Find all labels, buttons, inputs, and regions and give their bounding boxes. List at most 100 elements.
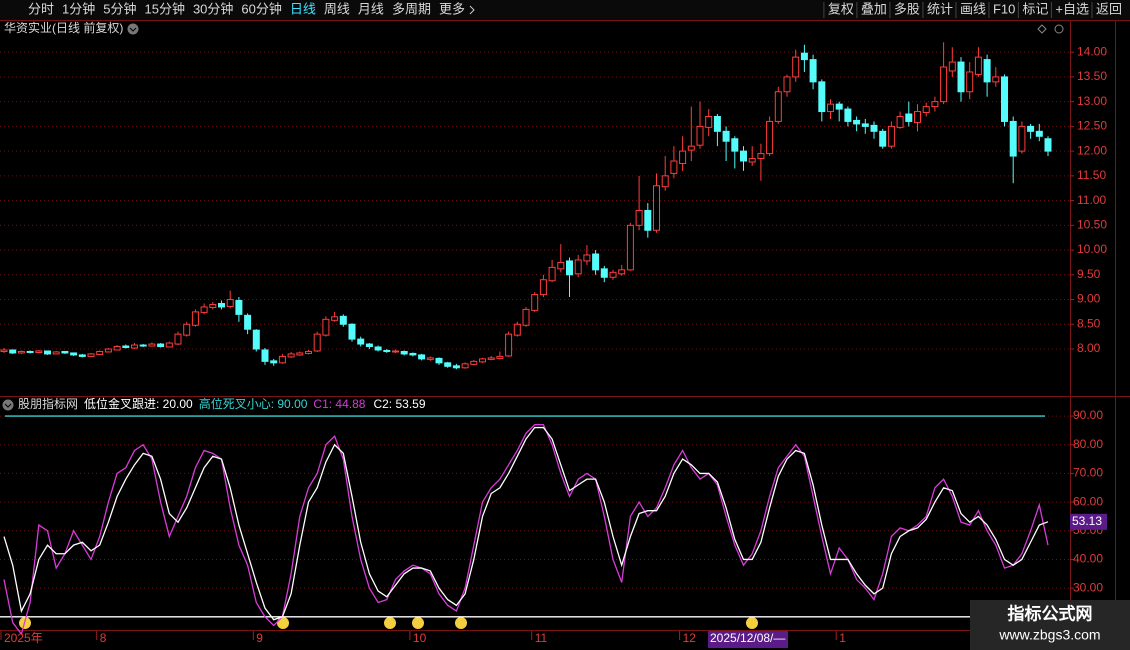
toolbar-button[interactable]: 复权 [828, 1, 854, 16]
y-tick-label: 12.00 [1077, 143, 1107, 157]
candle-body [957, 61, 965, 93]
candle-body [305, 350, 312, 354]
candle-body [922, 106, 930, 114]
candle-body [940, 66, 948, 103]
candle-body [444, 362, 452, 367]
toolbar-button[interactable]: F10 [993, 1, 1015, 16]
candle-body [705, 115, 713, 128]
y-tick-label: 12.50 [1077, 119, 1107, 133]
candle-body [418, 354, 426, 360]
candle-body [244, 314, 252, 330]
toolbar-tab[interactable]: 30分钟 [193, 1, 233, 16]
toolbar-button[interactable]: 返回 [1096, 1, 1122, 16]
toolbar-tab[interactable]: 分时 [28, 1, 54, 16]
candle-body [487, 357, 495, 360]
candle-body [1027, 125, 1035, 132]
toolbar-button[interactable]: 标记 [1022, 1, 1048, 16]
candle-body [374, 346, 382, 351]
chart-title: 华资实业(日线 前复权) [4, 20, 123, 35]
toolbar-tab[interactable]: 日线 [290, 1, 316, 16]
candle-body [9, 349, 17, 354]
candle-body [461, 363, 469, 369]
candle-body [609, 271, 617, 278]
candle-body [600, 268, 608, 278]
menu-icon[interactable] [127, 23, 139, 35]
candle-body [383, 349, 391, 352]
candle-body [148, 343, 156, 347]
candle-body [653, 185, 660, 231]
watermark-url: www.zbgs3.com [998, 627, 1100, 643]
candle-body [505, 333, 513, 357]
candle-body [165, 342, 173, 348]
candle-body [809, 59, 817, 83]
candle-body [61, 350, 69, 354]
diamond-icon[interactable] [1037, 24, 1047, 34]
candle-body [235, 300, 243, 315]
candle-body [322, 318, 330, 336]
candle-body [131, 344, 138, 349]
candle-body [774, 91, 782, 122]
candle-body [661, 175, 669, 188]
toolbar-button[interactable]: 画线 [960, 1, 986, 16]
y-tick-label: 9.00 [1077, 292, 1101, 306]
candle-body [757, 153, 765, 160]
toolbar-button[interactable]: +自选 [1055, 1, 1089, 16]
toolbar-tab[interactable]: 1分钟 [62, 1, 95, 16]
candle-body [679, 150, 687, 164]
y-tick-label: 13.00 [1077, 94, 1107, 108]
signal-icons [19, 617, 758, 629]
toolbar-tab[interactable]: 15分钟 [144, 1, 184, 16]
candle-body [713, 115, 721, 132]
toolbar-tab[interactable]: 更多 [439, 1, 465, 16]
toolbar-button[interactable]: 统计 [927, 1, 953, 16]
candle-body [1018, 125, 1026, 152]
indicator-line [3, 424, 1049, 636]
watermark-title: 指标公式网 [1008, 603, 1093, 623]
candle-body [583, 254, 591, 262]
candle-body [0, 349, 8, 352]
candle-body [348, 323, 356, 340]
toolbar-tab[interactable]: 月线 [358, 1, 384, 16]
legend-entry: 高位死叉小心: 90.00 [199, 396, 308, 411]
candle-body [270, 360, 278, 364]
candle-body [644, 209, 652, 231]
toolbar-tab[interactable]: 60分钟 [241, 1, 281, 16]
candle-body [70, 352, 78, 356]
y-tick-label: 14.00 [1077, 44, 1107, 58]
toolbar-tab[interactable]: 多周期 [392, 1, 431, 16]
candle-body [470, 360, 478, 365]
candle-body [574, 259, 582, 275]
candle-body [783, 76, 791, 93]
toolbar-button[interactable]: 叠加 [861, 1, 887, 16]
indicator-menu-icon[interactable] [2, 399, 14, 411]
y-tick-label: 70.00 [1073, 466, 1103, 480]
candle-body [748, 158, 756, 163]
y-tick-label: 13.50 [1077, 69, 1107, 83]
legend-entry: 低位金叉跟进: 20.00 [84, 396, 193, 411]
candle-body [722, 130, 730, 142]
candle-body [635, 209, 643, 226]
candle-body [522, 308, 530, 326]
candle-body [287, 353, 295, 358]
candle-body [687, 145, 695, 151]
candle-body [183, 323, 191, 336]
candle-body [853, 119, 861, 125]
candle-body [870, 124, 878, 132]
indicator-title: 股朋指标网 [18, 396, 78, 411]
candle-body [252, 329, 260, 350]
candle-body [26, 350, 34, 353]
toolbar-tab[interactable]: 周线 [324, 1, 350, 16]
toolbar-tab[interactable]: 5分钟 [103, 1, 136, 16]
toolbar-button[interactable]: 多股 [894, 1, 920, 16]
candle-body [409, 352, 417, 356]
candle-body [592, 253, 600, 271]
legend-entry: C1: 44.88 [313, 397, 365, 411]
last-value: 53.13 [1072, 514, 1102, 528]
candle-body [479, 358, 486, 363]
candle-body [905, 113, 913, 122]
candle-body [531, 294, 539, 311]
y-tick-label: 10.50 [1077, 217, 1107, 231]
circle-icon[interactable] [1054, 24, 1064, 34]
candle-body [218, 302, 225, 308]
